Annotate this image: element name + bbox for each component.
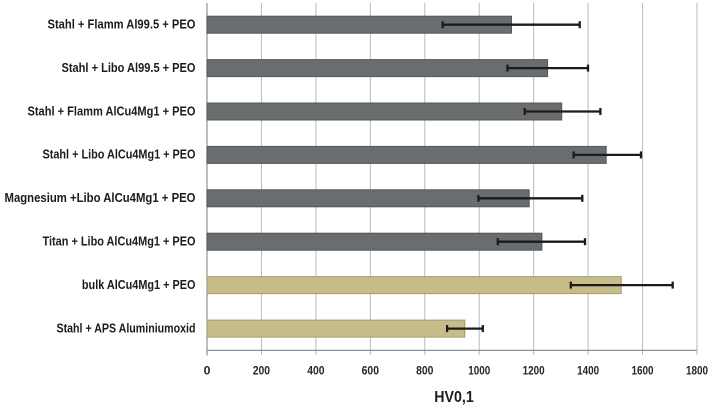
svg-text:Stahl + APS Aluminiumoxid: Stahl + APS Aluminiumoxid xyxy=(57,320,196,335)
svg-text:200: 200 xyxy=(253,364,271,378)
svg-text:Magnesium +Libo AlCu4Mg1 + PEO: Magnesium +Libo AlCu4Mg1 + PEO xyxy=(5,190,196,205)
svg-text:1200: 1200 xyxy=(523,364,545,378)
svg-text:Stahl + Flamm Al99.5 + PEO: Stahl + Flamm Al99.5 + PEO xyxy=(48,17,196,32)
svg-text:HV0,1: HV0,1 xyxy=(434,389,474,406)
svg-text:1600: 1600 xyxy=(632,364,654,378)
svg-text:Stahl + Libo Al99.5 + PEO: Stahl + Libo Al99.5 + PEO xyxy=(62,60,196,75)
svg-text:1800: 1800 xyxy=(686,364,708,378)
svg-text:1000: 1000 xyxy=(468,364,490,378)
svg-text:1400: 1400 xyxy=(577,364,599,378)
svg-text:Titan + Libo AlCu4Mg1 + PEO: Titan + Libo AlCu4Mg1 + PEO xyxy=(43,234,196,249)
svg-text:bulk AlCu4Mg1 + PEO: bulk AlCu4Mg1 + PEO xyxy=(82,277,196,292)
svg-text:400: 400 xyxy=(307,364,325,378)
svg-text:600: 600 xyxy=(362,364,380,378)
svg-text:Stahl + Flamm AlCu4Mg1 + PEO: Stahl + Flamm AlCu4Mg1 + PEO xyxy=(28,103,196,118)
svg-text:800: 800 xyxy=(416,364,434,378)
svg-text:0: 0 xyxy=(204,364,211,378)
svg-text:Stahl + Libo AlCu4Mg1 + PEO: Stahl + Libo AlCu4Mg1 + PEO xyxy=(43,147,196,162)
